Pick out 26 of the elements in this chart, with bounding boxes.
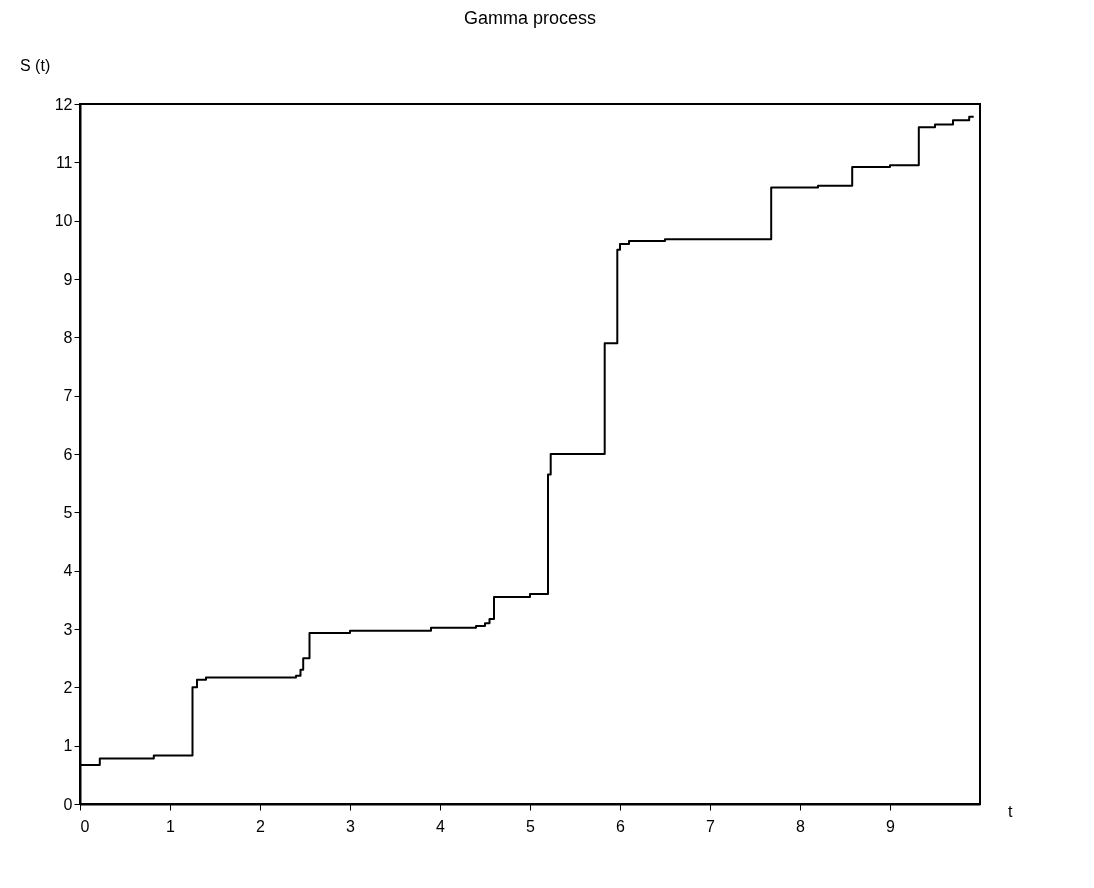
chart-title: Gamma process bbox=[463, 8, 597, 28]
y-axis-title: S (t) bbox=[20, 57, 51, 74]
y-tick-label: 6 bbox=[63, 445, 73, 463]
x-tick-label: 1 bbox=[166, 817, 176, 835]
y-tick-label: 11 bbox=[55, 153, 73, 171]
x-tick-label: 3 bbox=[346, 817, 356, 835]
y-tick-label: 5 bbox=[63, 503, 73, 521]
y-tick-label: 8 bbox=[63, 328, 73, 346]
x-tick-label: 5 bbox=[526, 817, 536, 835]
y-tick-label: 9 bbox=[63, 270, 73, 288]
x-tick-label: 8 bbox=[796, 817, 806, 835]
x-tick-label: 2 bbox=[256, 817, 266, 835]
x-tick-label: 9 bbox=[886, 817, 896, 835]
x-axis-title: t bbox=[1008, 803, 1013, 820]
x-tick-label: 6 bbox=[616, 817, 626, 835]
x-tick-label: 4 bbox=[436, 817, 446, 835]
y-tick-label: 0 bbox=[63, 795, 73, 813]
y-tick-label: 7 bbox=[63, 387, 73, 405]
y-tick-label: 2 bbox=[63, 678, 73, 696]
x-tick-label: 0 bbox=[80, 817, 90, 835]
y-tick-label: 1 bbox=[63, 737, 73, 755]
x-tick-label: 7 bbox=[706, 817, 716, 835]
y-tick-label: 10 bbox=[54, 212, 73, 230]
y-tick-label: 4 bbox=[63, 562, 73, 580]
y-tick-label: 3 bbox=[63, 620, 73, 638]
y-tick-label: 12 bbox=[54, 95, 73, 113]
